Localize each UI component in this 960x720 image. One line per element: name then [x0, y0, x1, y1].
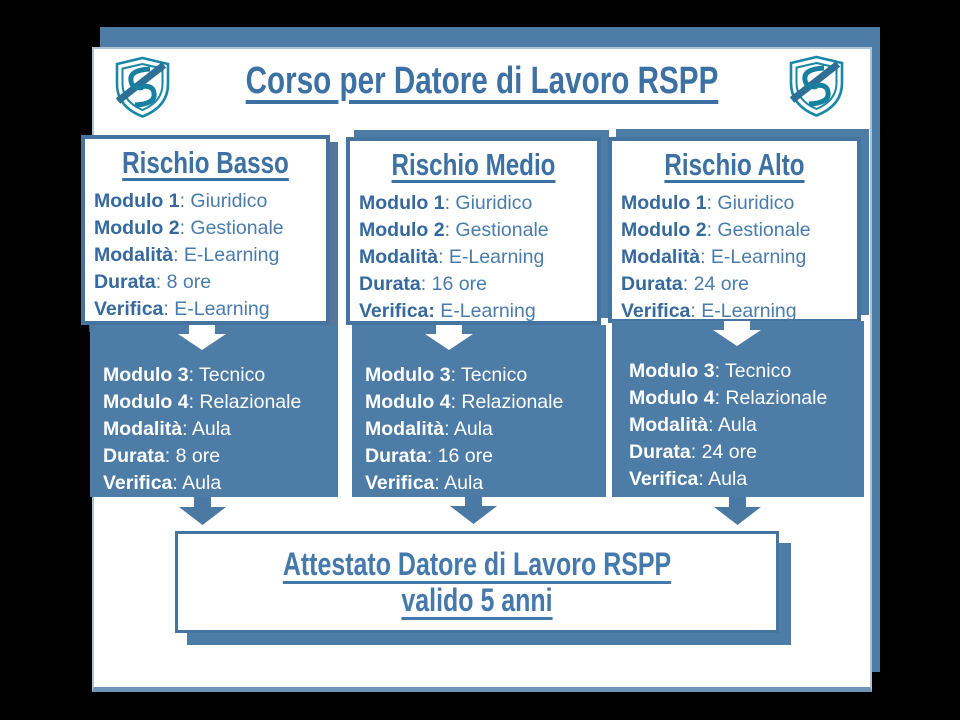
down-arrow-icon: [178, 325, 226, 350]
certificate-validity: valido 5 anni: [401, 582, 553, 618]
down-arrow-icon: [425, 325, 473, 350]
info-line: Verifica: E-Learning: [94, 298, 270, 320]
risk-top-box: Rischio Medio Modulo 1: Giuridico Modulo…: [346, 137, 601, 325]
down-arrow-icon: [179, 497, 226, 525]
info-line: Modulo 1: Giuridico: [621, 192, 795, 214]
info-line: Modalità: E-Learning: [94, 244, 280, 266]
down-arrow-icon: [713, 321, 761, 346]
info-line: Durata: 16 ore: [365, 445, 493, 467]
shield-logo-icon: [789, 55, 844, 117]
info-line: Durata: 24 ore: [629, 441, 757, 463]
info-line: Modulo 1: Giuridico: [94, 190, 268, 212]
certificate-title: Attestato Datore di Lavoro RSPP: [282, 546, 672, 582]
risk-bottom-box-lines: Modulo 3: Tecnico Modulo 4: Relazionale …: [612, 321, 864, 493]
info-line: Durata: 16 ore: [359, 273, 487, 295]
info-line: Modalità: E-Learning: [621, 246, 807, 268]
risk-top-box: Rischio Basso Modulo 1: Giuridico Modulo…: [81, 135, 330, 325]
info-line: Modulo 3: Tecnico: [103, 364, 266, 386]
info-line: Modulo 3: Tecnico: [629, 360, 792, 382]
info-line: Durata: 24 ore: [621, 273, 749, 295]
info-line: Verifica: Aula: [365, 472, 484, 494]
info-line: Verifica: Aula: [629, 468, 748, 490]
info-line: Modalità: Aula: [365, 418, 493, 440]
risk-bottom-box-lines: Modulo 3: Tecnico Modulo 4: Relazionale …: [90, 325, 338, 497]
risk-title: Rischio Medio: [391, 147, 556, 182]
info-line: Modulo 4: Relazionale: [365, 391, 564, 413]
info-line: Modulo 2: Gestionale: [359, 219, 549, 241]
risk-top-box-lines: Modulo 1: Giuridico Modulo 2: Gestionale…: [612, 190, 857, 325]
info-line: Modulo 3: Tecnico: [365, 364, 528, 386]
down-arrow-icon: [714, 497, 761, 525]
info-line: Modulo 4: Relazionale: [629, 387, 828, 409]
info-line: Modulo 4: Relazionale: [103, 391, 302, 413]
info-line: Modalità: Aula: [629, 414, 757, 436]
info-line: Durata: 8 ore: [94, 271, 212, 293]
info-line: Modulo 2: Gestionale: [94, 217, 284, 239]
info-line: Modalità: E-Learning: [359, 246, 545, 268]
info-line: Verifica: E-Learning: [621, 300, 797, 322]
page-title: Corso per Datore di Lavoro RSPP: [245, 60, 719, 102]
risk-bottom-box-lines: Modulo 3: Tecnico Modulo 4: Relazionale …: [352, 325, 606, 497]
risk-title: Rischio Alto: [664, 147, 805, 182]
risk-title: Rischio Basso: [122, 145, 289, 180]
down-arrow-icon: [450, 496, 497, 524]
info-line: Modalità: Aula: [103, 418, 231, 440]
risk-bottom-box: Modulo 3: Tecnico Modulo 4: Relazionale …: [352, 325, 606, 497]
info-line: Modulo 2: Gestionale: [621, 219, 811, 241]
info-line: Modulo 1: Giuridico: [359, 192, 533, 214]
risk-bottom-box: Modulo 3: Tecnico Modulo 4: Relazionale …: [90, 325, 338, 497]
shield-logo-icon: [115, 56, 170, 118]
certificate-box: Attestato Datore di Lavoro RSPP valido 5…: [175, 531, 779, 633]
risk-top-box-lines: Modulo 1: Giuridico Modulo 2: Gestionale…: [85, 188, 326, 323]
info-line: Verifica: E-Learning: [359, 300, 536, 322]
risk-bottom-box: Modulo 3: Tecnico Modulo 4: Relazionale …: [612, 321, 864, 497]
risk-top-box-lines: Modulo 1: Giuridico Modulo 2: Gestionale…: [350, 190, 597, 325]
info-line: Durata: 8 ore: [103, 445, 221, 467]
info-line: Verifica: Aula: [103, 472, 222, 494]
risk-top-box: Rischio Alto Modulo 1: Giuridico Modulo …: [608, 137, 861, 323]
